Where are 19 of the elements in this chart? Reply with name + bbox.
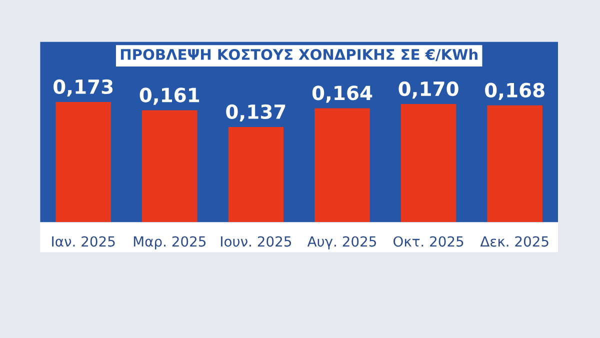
bar (56, 102, 111, 222)
data-label: 0,137 (226, 104, 286, 122)
data-label: 0,170 (398, 81, 458, 99)
x-tick-label: Οκτ. 2025 (394, 236, 464, 247)
x-tick-label: Αυγ. 2025 (307, 236, 376, 250)
x-tick-label: Ιαν. 2025 (52, 236, 115, 247)
x-tick-label: Μαρ. 2025 (134, 236, 206, 250)
chart-title: ΠΡΟΒΛΕΨΗ ΚΟΣΤΟΥΣ ΧΟΝΔΡΙΚΗΣ ΣΕ €/KWh (120, 48, 478, 62)
bar (487, 105, 542, 222)
data-label: 0,161 (140, 88, 200, 105)
bar (314, 108, 370, 222)
bar (142, 110, 198, 222)
x-tick-label: Δεκ. 2025 (480, 236, 548, 247)
data-label: 0,173 (54, 79, 113, 97)
data-label: 0,168 (485, 82, 544, 100)
data-label: 0,164 (312, 86, 372, 103)
bar (228, 126, 284, 222)
bar (400, 104, 456, 222)
x-tick-label: Ιουν. 2025 (221, 236, 292, 247)
